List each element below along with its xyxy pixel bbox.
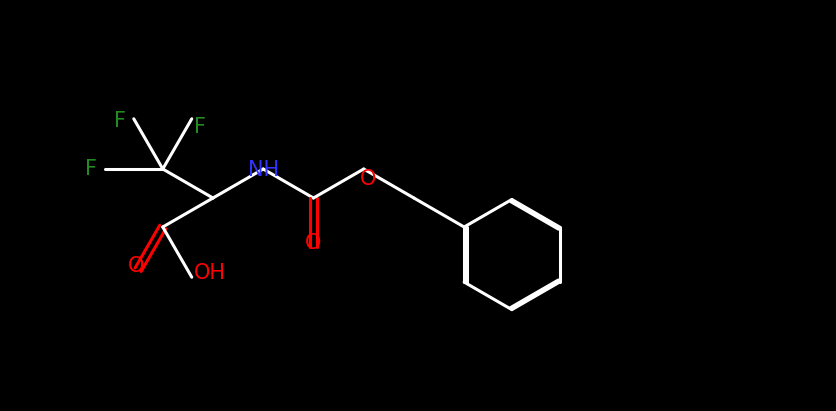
Text: OH: OH bbox=[194, 263, 226, 283]
Text: F: F bbox=[194, 117, 206, 137]
Text: F: F bbox=[84, 159, 97, 179]
Text: O: O bbox=[359, 169, 376, 189]
Text: O: O bbox=[128, 256, 145, 276]
Text: NH: NH bbox=[247, 160, 278, 180]
Text: F: F bbox=[114, 111, 125, 131]
Text: O: O bbox=[305, 233, 322, 253]
